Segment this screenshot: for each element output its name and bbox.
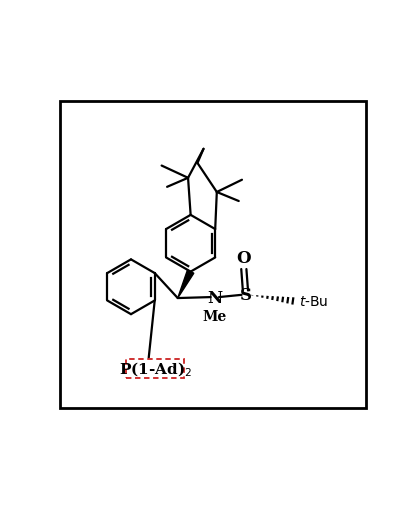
Text: O: O xyxy=(237,250,251,267)
Text: S: S xyxy=(240,287,251,304)
Text: $\mathit{t}$-Bu: $\mathit{t}$-Bu xyxy=(299,295,328,309)
Text: P(1-Ad)$_2$: P(1-Ad)$_2$ xyxy=(119,360,192,378)
Text: N: N xyxy=(207,289,223,306)
Text: Me: Me xyxy=(203,309,227,323)
Polygon shape xyxy=(178,271,194,298)
FancyBboxPatch shape xyxy=(126,360,184,379)
